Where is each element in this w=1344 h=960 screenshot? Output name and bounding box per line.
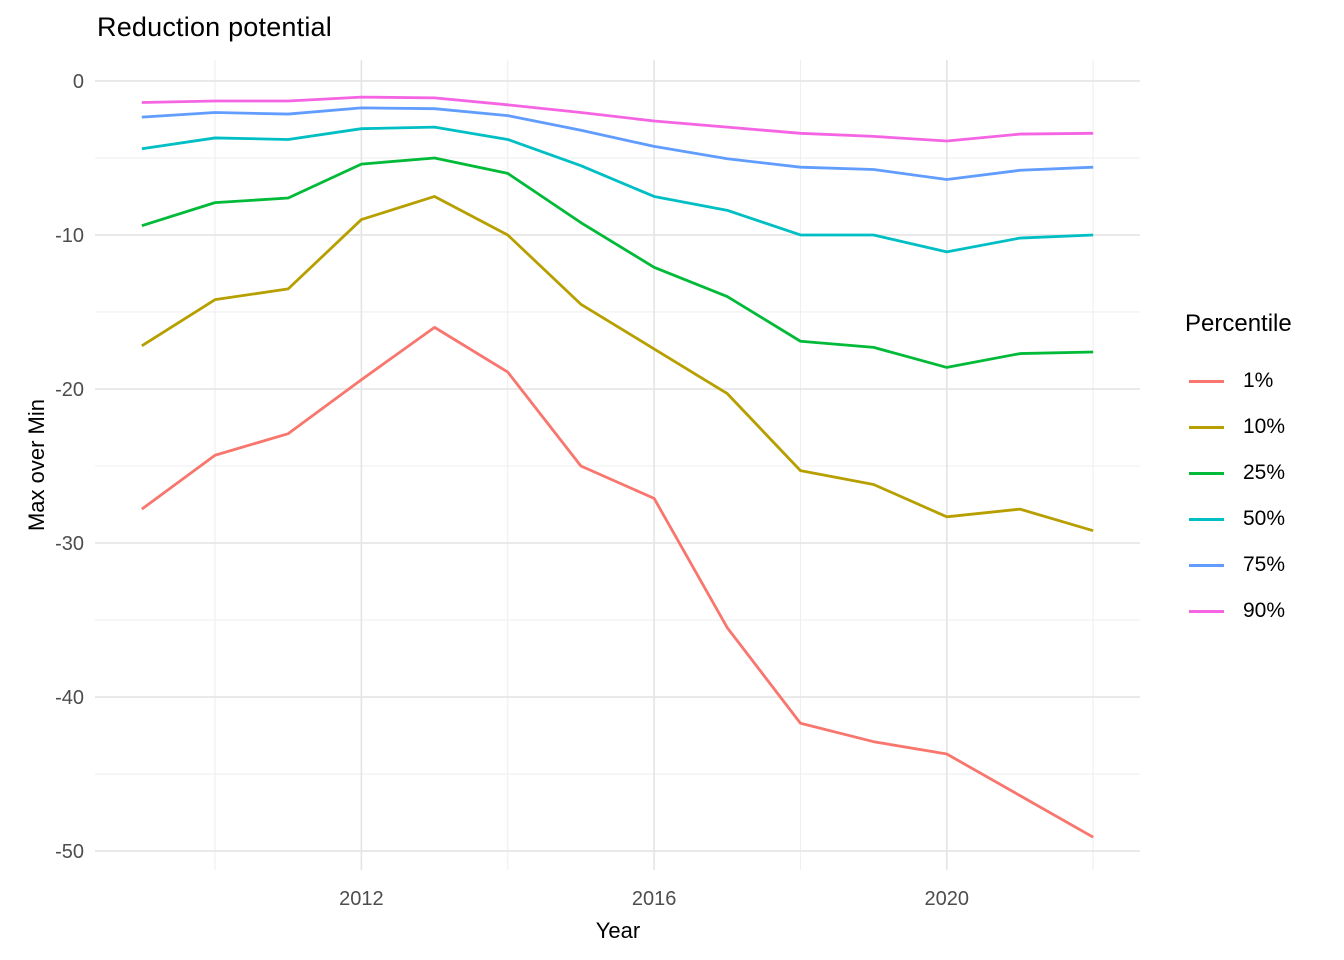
legend-label: 50% (1243, 507, 1286, 530)
y-tick-label: -50 (55, 841, 84, 863)
legend-key-line-icon (1189, 517, 1224, 521)
chart-title: Reduction potential (97, 12, 332, 42)
legend-key-line-icon (1189, 425, 1224, 429)
x-tick-label: 2016 (632, 888, 677, 910)
legend-label: 75% (1243, 553, 1286, 576)
legend-key-line-icon (1189, 563, 1224, 567)
legend-key-line-icon (1189, 471, 1224, 475)
x-tick-label: 2020 (925, 888, 970, 910)
legend-entry-25%: 25% (1185, 450, 1292, 496)
legend-entry-10%: 10% (1185, 404, 1292, 450)
x-tick-label: 2012 (339, 888, 384, 910)
x-axis-title: Year (595, 918, 641, 943)
series-line-50% (141, 125, 1094, 254)
series-line-90% (141, 95, 1094, 143)
legend-key-line-icon (1189, 609, 1224, 613)
legend-entry-90%: 90% (1185, 588, 1292, 634)
legend-entry-75%: 75% (1185, 542, 1292, 588)
series-line-1% (141, 325, 1094, 839)
series-line-75% (141, 106, 1094, 181)
legend-label: 25% (1243, 461, 1286, 484)
legend-title: Percentile (1185, 310, 1292, 337)
y-tick-label: -10 (55, 225, 84, 247)
legend-entry-1%: 1% (1185, 358, 1292, 404)
series-line-25% (141, 156, 1094, 369)
legend: Percentile 1% 10% 25% 50% 75% 90% (1185, 310, 1292, 634)
legend-entries: 1% 10% 25% 50% 75% 90% (1185, 358, 1292, 634)
y-tick-label: 0 (73, 71, 84, 93)
legend-label: 1% (1243, 369, 1274, 392)
y-tick-label: -40 (55, 687, 84, 709)
series-line-10% (141, 195, 1094, 533)
legend-label: 90% (1243, 599, 1286, 622)
legend-label: 10% (1243, 415, 1286, 438)
y-tick-label: -30 (55, 533, 84, 555)
legend-entry-50%: 50% (1185, 496, 1292, 542)
y-axis-title: Max over Min (24, 398, 49, 532)
legend-key-line-icon (1189, 379, 1224, 383)
y-tick-label: -20 (55, 379, 84, 401)
